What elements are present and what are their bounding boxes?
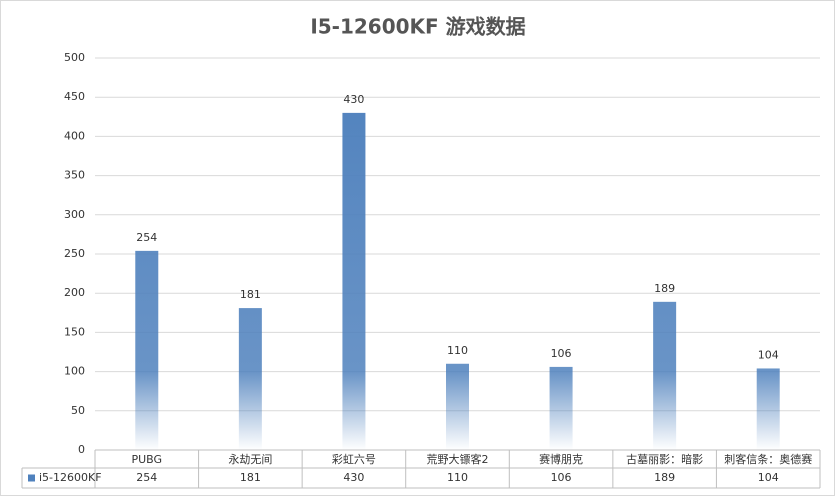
table-value: 189 [654, 471, 675, 484]
legend-swatch [28, 474, 35, 482]
table-value: 254 [136, 471, 157, 484]
y-tick-label: 50 [71, 404, 85, 417]
y-tick-label: 500 [64, 51, 85, 64]
x-tick-label: 刺客信条：奥德赛 [724, 452, 812, 466]
table-value: 104 [758, 471, 779, 484]
x-tick-label: 古墓丽影：暗影 [626, 452, 703, 466]
data-label: 430 [343, 93, 364, 106]
data-label: 106 [551, 347, 572, 360]
data-label: 181 [240, 288, 261, 301]
y-tick-label: 150 [64, 325, 85, 338]
bar [135, 250, 159, 450]
y-tick-label: 0 [78, 443, 85, 456]
bar [446, 363, 469, 450]
chart-title: I5-12600KF 游戏数据 [310, 15, 525, 39]
y-tick-label: 450 [64, 90, 85, 103]
bar [238, 308, 262, 450]
data-label: 189 [654, 282, 675, 295]
table-value: 106 [551, 471, 572, 484]
legend-label: i5-12600KF [39, 471, 102, 484]
data-label: 110 [447, 344, 468, 357]
y-tick-label: 300 [64, 208, 85, 221]
y-tick-label: 100 [64, 365, 85, 378]
x-tick-label: 荒野大镖客2 [427, 452, 489, 466]
x-tick-label: 赛博朋克 [539, 452, 583, 466]
y-tick-label: 200 [64, 286, 85, 299]
data-label: 104 [758, 348, 779, 361]
x-tick-label: PUBG [132, 453, 163, 466]
bar [342, 112, 366, 450]
x-tick-label: 彩虹六号 [332, 453, 376, 466]
table-value: 430 [343, 471, 364, 484]
data-label: 254 [136, 231, 157, 244]
y-tick-label: 400 [64, 129, 85, 142]
bar [549, 366, 573, 450]
x-tick-label: 永劫无间 [228, 452, 272, 466]
table-value: 181 [240, 471, 261, 484]
y-tick-label: 250 [64, 247, 85, 260]
y-tick-label: 350 [64, 169, 85, 182]
bar [653, 301, 677, 450]
bar [756, 368, 780, 450]
table-value: 110 [447, 471, 468, 484]
